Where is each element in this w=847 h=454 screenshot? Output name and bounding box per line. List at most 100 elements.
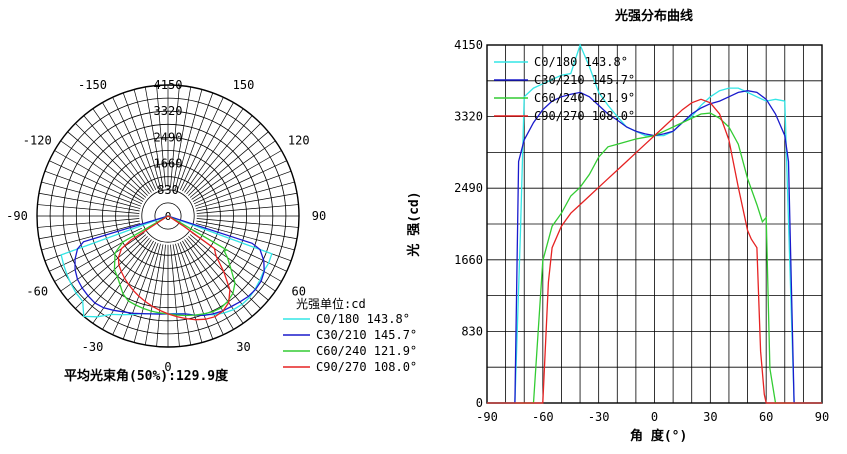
polar-spoke (144, 86, 164, 188)
polar-spoke (92, 239, 152, 324)
polar-legend: C0/180 143.8° C30/210 145.7° C60/240 121.9… (283, 312, 417, 374)
polar-legend-title: 光强单位:cd (296, 296, 366, 311)
x-tick-label: 60 (759, 410, 773, 424)
polar-spoke (170, 244, 180, 347)
polar-spoke (122, 92, 159, 190)
polar-spoke (191, 140, 276, 200)
plot-frame (486, 44, 823, 404)
polar-spoke (49, 227, 143, 272)
polar-angle-label: -30 (82, 340, 104, 354)
x-tick-label: 90 (815, 410, 829, 424)
polar-legend-label: C0/180 143.8° (316, 312, 410, 326)
legend-label: C90/270 108.0° (534, 109, 635, 123)
polar-spoke (102, 102, 154, 192)
polar-legend-label: C90/270 108.0° (316, 360, 417, 374)
polar-spoke (175, 243, 203, 343)
polar-spoke (37, 218, 140, 228)
polar-curve-series (113, 215, 236, 317)
polar-spoke (133, 243, 161, 343)
polar-spoke (186, 237, 253, 317)
polar-spoke (196, 220, 298, 240)
polar-chart: 830 1660 2490 3320 4150 0 -150 150 -120 120 -90 90… (6, 78, 417, 384)
polar-spoke (92, 108, 152, 193)
x-tick-label: -90 (476, 410, 498, 424)
polar-spoke (156, 244, 166, 347)
polar-spoke (177, 92, 214, 190)
line-series (487, 112, 822, 404)
polar-angle-label: -150 (78, 78, 107, 92)
polar-spoke (67, 131, 147, 198)
polar-spoke (54, 150, 144, 202)
polar-spoke (196, 192, 298, 212)
polar-radial-tick-label: 3320 (154, 104, 183, 118)
polar-radial-tick-label: 4150 (154, 78, 183, 92)
x-tick-label: -60 (532, 410, 554, 424)
polar-spoke (83, 115, 150, 195)
polar-radial-tick-label: 2490 (154, 130, 183, 144)
polar-angle-label: 150 (233, 78, 255, 92)
polar-spoke (60, 232, 145, 292)
polar-legend-label: C60/240 121.9° (316, 344, 417, 358)
polar-spoke (195, 223, 295, 251)
polar-spoke (194, 170, 292, 207)
polar-ring (154, 202, 182, 230)
x-tick-label: -30 (588, 410, 610, 424)
y-tick-label: 0 (476, 396, 483, 410)
polar-spoke (122, 242, 159, 340)
polar-angle-label: 120 (288, 134, 310, 148)
polar-spoke (196, 204, 299, 214)
polar-spoke (44, 170, 142, 207)
polar-spoke (75, 123, 148, 196)
line-series (487, 98, 822, 404)
polar-spoke (186, 115, 253, 195)
polar-footer-beam-angle: 平均光束角(50%):129.9度 (64, 368, 229, 384)
polar-spoke (49, 160, 143, 205)
cartesian-tick-labels: -90 -60 -30 0 30 60 90 0 830 1660 2490 3320 4150 (454, 38, 829, 424)
polar-spoke (193, 227, 287, 272)
polar-spoke (67, 234, 147, 301)
x-axis-label: 角 度(°) (630, 428, 687, 444)
polar-spoke (182, 102, 234, 192)
x-tick-label: 0 (651, 410, 658, 424)
polar-curve-series (117, 215, 231, 321)
y-tick-label: 830 (461, 324, 483, 338)
polar-spoke (144, 244, 164, 346)
polar-spoke (192, 150, 282, 202)
polar-angle-labels: -150 150 -120 120 -90 90 -60 60 -30 30 0 (6, 78, 326, 374)
polar-angle-label: 90 (312, 209, 326, 223)
legend-label: C30/210 145.7° (534, 73, 635, 87)
polar-spoke (133, 89, 161, 189)
polar-spoke (38, 220, 140, 240)
cartesian-chart: 光强分布曲线 -90 -60 -30 0 30 60 90 0 830 1660 2490 3320 4… (406, 8, 829, 444)
polar-angle-label: -120 (23, 134, 52, 148)
cartesian-curves (487, 43, 822, 404)
polar-angle-label: -90 (6, 209, 28, 223)
y-tick-label: 2490 (454, 181, 483, 195)
polar-spoke (172, 244, 192, 346)
polar-spoke (196, 218, 299, 228)
polar-spoke (156, 85, 166, 188)
x-tick-label: 30 (703, 410, 717, 424)
polar-spoke (172, 86, 192, 188)
polar-spoke (112, 241, 157, 335)
polar-spoke (195, 181, 295, 209)
polar-radial-tick-label: 830 (157, 183, 179, 197)
polar-angle-label: 60 (292, 285, 306, 299)
polar-curves (60, 215, 273, 321)
line-series (487, 43, 822, 404)
polar-spoke (177, 242, 214, 340)
polar-spoke (170, 85, 180, 188)
polar-spoke (41, 223, 141, 251)
cartesian-legend: C0/180 143.8° C30/210 145.7° C60/240 121.9… (494, 55, 635, 123)
polar-spoke (189, 131, 269, 198)
polar-spoke (175, 89, 203, 189)
polar-spoke (60, 140, 145, 200)
polar-angle-label: -60 (26, 285, 48, 299)
polar-spoke (41, 181, 141, 209)
polar-spoke (37, 204, 140, 214)
y-axis-label: 光 强(cd) (406, 191, 422, 257)
polar-angle-label: 0 (164, 360, 171, 374)
y-tick-label: 4150 (454, 38, 483, 52)
